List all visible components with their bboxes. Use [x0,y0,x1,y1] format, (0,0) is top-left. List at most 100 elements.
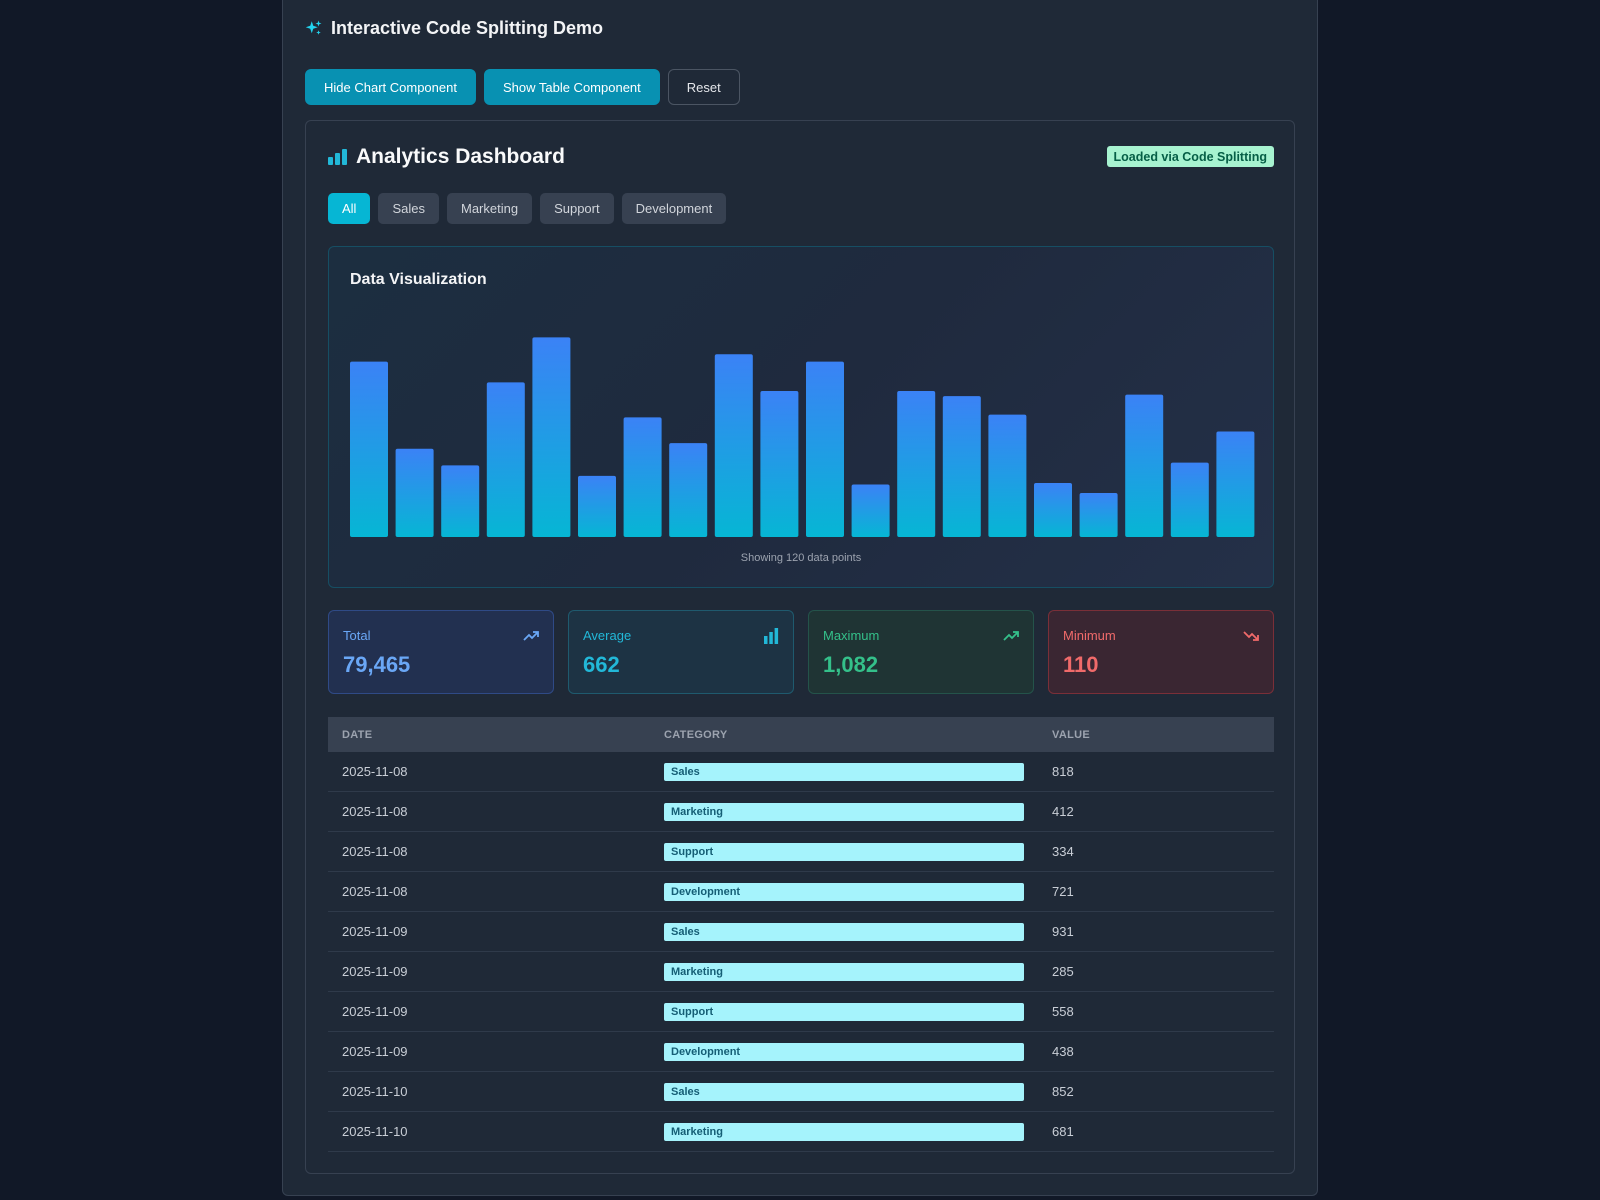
column-header-category: CATEGORY [664,728,728,741]
trending-up-icon [523,631,539,641]
data-table: DATE CATEGORY VALUE 2025-11-08 Sales 818… [328,717,1274,1152]
stats-row: Total 79,465 Average 662 Maximum 1,082 M… [328,610,1274,694]
cell-value: 852 [1052,1084,1074,1099]
chart-bar [623,417,662,537]
app-header: Interactive Code Splitting Demo [305,16,603,40]
cell-value: 558 [1052,1004,1074,1019]
cell-date: 2025-11-09 [342,964,408,979]
chart-bar [1034,483,1072,537]
stat-value: 79,465 [343,652,411,677]
stat-label: Minimum [1063,628,1116,643]
toolbar: Hide Chart Component Show Table Componen… [305,69,740,105]
stat-label: Average [583,628,632,643]
filter-sales[interactable]: Sales [378,193,439,224]
category-pill: Development [664,882,1024,901]
cell-value: 681 [1052,1124,1074,1139]
stat-value: 1,082 [823,652,879,677]
cell-date: 2025-11-08 [342,804,408,819]
data-visualization-card: Data Visualization Showing 120 data poin… [328,246,1274,588]
reset-button[interactable]: Reset [667,69,740,105]
table-row: 2025-11-09 Development 438 [328,1032,1274,1072]
cell-date: 2025-11-09 [342,924,408,939]
cell-value: 438 [1052,1044,1074,1059]
stat-value: 110 [1063,652,1099,677]
trending-down-icon [1243,631,1259,641]
cell-value: 334 [1052,844,1074,859]
stat-card-maximum: Maximum 1,082 [808,610,1034,694]
category-pill: Marketing [664,1122,1024,1141]
chart-bar [988,414,1027,537]
stat-label: Total [343,628,371,643]
category-pill: Support [664,842,1024,861]
chart-bar [942,396,981,537]
chart-bar [714,354,753,537]
cell-value: 285 [1052,964,1074,979]
stat-label: Maximum [823,628,880,643]
category-pill: Marketing [664,962,1024,981]
cell-date: 2025-11-10 [342,1084,408,1099]
table-row: 2025-11-08 Support 334 [328,832,1274,872]
category-pill: Development [664,1042,1024,1061]
data-points-caption: Showing 120 data points [740,552,862,564]
table-row: 2025-11-10 Sales 852 [328,1072,1274,1112]
visualization-title: Data Visualization [350,271,487,288]
chart-bar [486,382,525,537]
show-table-button[interactable]: Show Table Component [483,69,660,105]
bar-chart-icon [764,628,779,644]
bar-chart [350,337,1255,537]
chart-bar [1079,493,1118,537]
category-pill: Sales [664,922,1024,941]
chart-bar [1125,394,1164,537]
cell-value: 721 [1052,884,1074,899]
chart-bar [897,391,936,537]
hide-chart-button[interactable]: Hide Chart Component [305,69,476,105]
cell-date: 2025-11-08 [342,884,408,899]
table-row: 2025-11-10 Marketing 681 [328,1112,1274,1152]
cell-date: 2025-11-09 [342,1044,408,1059]
filter-development[interactable]: Development [621,193,727,224]
chart-bar [441,465,480,537]
chart-bar [578,475,616,537]
table-row: 2025-11-08 Development 721 [328,872,1274,912]
category-filters: All Sales Marketing Support Development [328,193,727,224]
chart-bar [350,361,388,537]
table-header: DATE CATEGORY VALUE [328,717,1274,752]
cell-date: 2025-11-08 [342,764,408,779]
category-pill: Marketing [664,802,1024,821]
chart-bar [851,484,890,537]
app-window: Interactive Code Splitting Demo Hide Cha… [282,0,1318,1196]
table-row: 2025-11-09 Marketing 285 [328,952,1274,992]
dashboard-title: Analytics Dashboard [356,145,565,168]
stat-card-total: Total 79,465 [328,610,554,694]
cell-value: 412 [1052,804,1074,819]
category-pill: Sales [664,1082,1024,1101]
cell-date: 2025-11-10 [342,1124,408,1139]
trending-up-icon [1003,631,1019,641]
chart-bar [669,443,708,537]
cell-value: 818 [1052,764,1074,779]
table-row: 2025-11-09 Support 558 [328,992,1274,1032]
category-pill: Sales [664,762,1024,781]
table-row: 2025-11-08 Sales 818 [328,752,1274,792]
filter-support[interactable]: Support [540,193,614,224]
filter-marketing[interactable]: Marketing [446,193,533,224]
chart-bar [395,448,434,537]
cell-value: 931 [1052,924,1074,939]
chart-bar [1170,462,1209,537]
dashboard-header: Analytics Dashboard [328,143,565,171]
status-badge: Loaded via Code Splitting [1106,146,1274,167]
chart-bar [1216,431,1255,537]
cell-date: 2025-11-09 [342,1004,408,1019]
analytics-dashboard-panel: Analytics Dashboard Loaded via Code Spli… [305,120,1295,1174]
table-row: 2025-11-08 Marketing 412 [328,792,1274,832]
bar-chart-icon [328,149,347,165]
category-pill: Support [664,1002,1024,1021]
cell-date: 2025-11-08 [342,844,408,859]
stat-value: 662 [583,652,620,677]
filter-all[interactable]: All [328,193,371,224]
stat-card-average: Average 662 [568,610,794,694]
stat-card-minimum: Minimum 110 [1048,610,1274,694]
chart-bar [760,391,799,537]
table-row: 2025-11-09 Sales 931 [328,912,1274,952]
sparkles-icon [305,20,322,35]
